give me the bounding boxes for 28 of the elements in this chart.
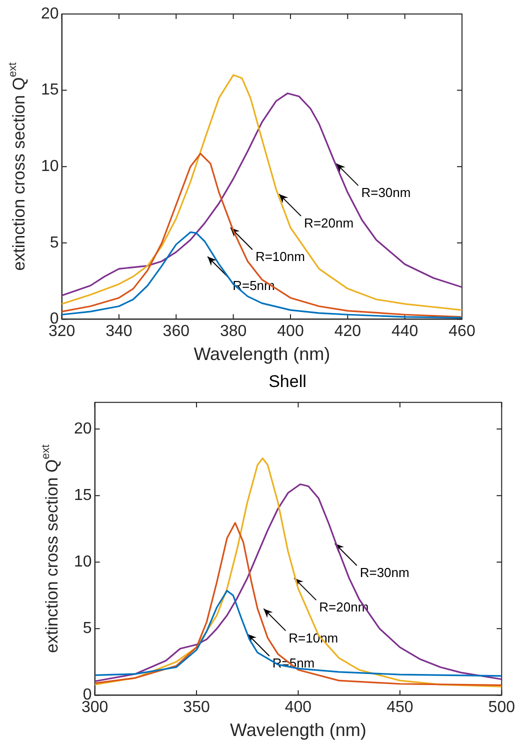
y-tick-label: 5	[50, 234, 59, 252]
x-tick-label: 420	[334, 323, 362, 340]
annotation: R=30nm	[360, 565, 410, 580]
x-tick-label: 350	[183, 699, 210, 716]
y-tick-label: 15	[41, 82, 59, 99]
chart-title: Shell	[268, 372, 306, 391]
y-tick-label: 5	[82, 620, 92, 638]
x-tick-label: 360	[162, 323, 190, 340]
x-tick-label: 500	[488, 699, 516, 716]
y-tick-label: 10	[41, 158, 59, 176]
x-tick-label: 460	[448, 323, 476, 340]
x-tick-label: 340	[106, 323, 132, 340]
y-tick-label: 15	[74, 486, 92, 504]
y-tick-label: 10	[74, 554, 92, 571]
x-axis-title: Wavelength (nm)	[230, 720, 366, 740]
x-tick-label: 450	[386, 699, 414, 716]
x-axis-title: Wavelength (nm)	[194, 344, 330, 364]
x-tick-label: 400	[277, 323, 304, 340]
y-tick-label: 20	[41, 5, 59, 22]
y-tick-label: 20	[74, 420, 92, 438]
y-axis-title: extinction cross section Qext	[6, 62, 28, 271]
x-tick-label: 380	[220, 323, 247, 340]
annotation: R=10nm	[255, 249, 305, 264]
x-tick-label: 440	[391, 323, 418, 340]
annotation: R=30nm	[361, 185, 411, 200]
annotation: R=20nm	[304, 216, 354, 231]
y-axis-title: extinction cross section Qext	[40, 444, 62, 653]
x-tick-label: 400	[284, 699, 312, 716]
